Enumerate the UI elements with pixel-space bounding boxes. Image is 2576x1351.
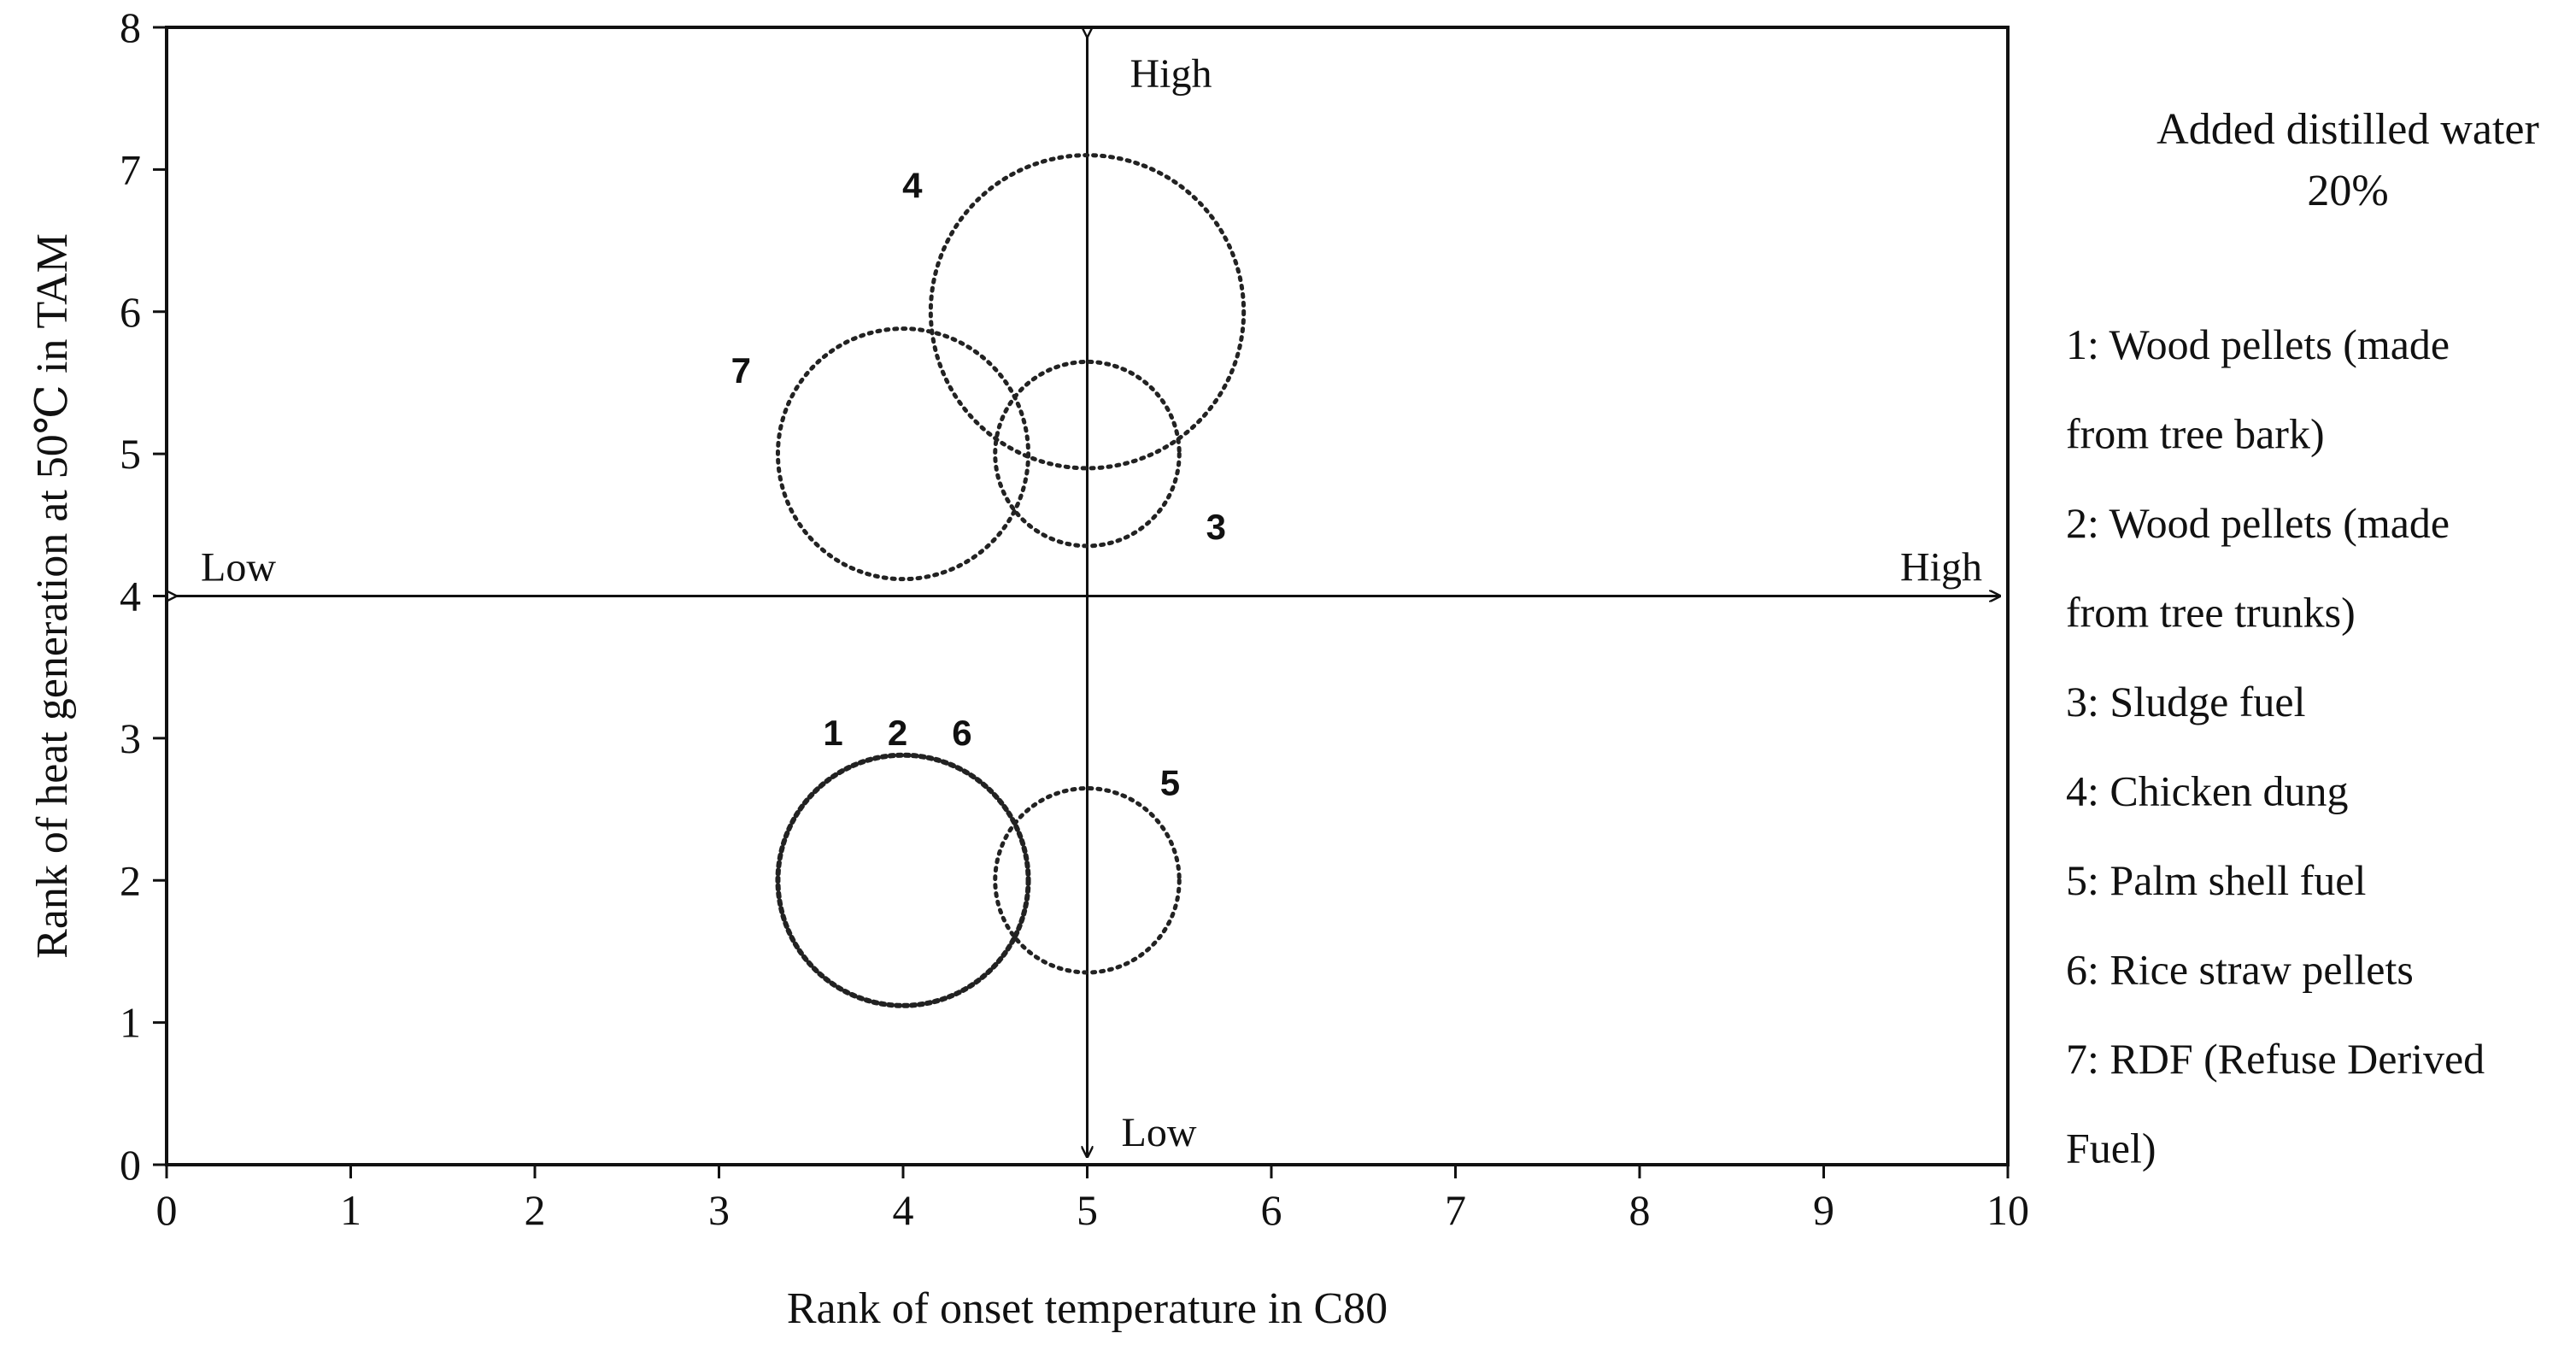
y-axis-title: Rank of heat generation at 50℃ in TAM (28, 233, 77, 959)
y-tick-label: 5 (120, 430, 141, 478)
y-tick-label: 6 (120, 288, 141, 336)
x-tick-label: 10 (1986, 1186, 2029, 1234)
legend-entry-line: 5: Palm shell fuel (2066, 856, 2366, 904)
legend-entry-line: from tree trunks) (2066, 589, 2356, 637)
x-tick-label: 6 (1261, 1186, 1282, 1234)
x-tick-label: 4 (893, 1186, 914, 1234)
x-tick-label: 1 (340, 1186, 361, 1234)
y-tick-label: 0 (120, 1141, 141, 1189)
point-label-2: 2 (888, 713, 907, 753)
point-label-7: 7 (731, 350, 751, 391)
y-low-label: Low (1122, 1110, 1197, 1155)
x-tick-label: 0 (156, 1186, 178, 1234)
y-tick-label: 1 (120, 999, 141, 1047)
point-label-4: 4 (902, 166, 923, 206)
x-low-label: Low (201, 545, 276, 590)
y-tick-label: 2 (120, 856, 141, 904)
legend-entry-line: from tree bark) (2066, 410, 2325, 458)
legend-title-line: Added distilled water (2156, 105, 2539, 154)
y-tick-label: 4 (120, 573, 141, 620)
x-tick-label: 7 (1445, 1186, 1466, 1234)
y-tick-label: 3 (120, 714, 141, 762)
y-high-label: High (1130, 51, 1212, 97)
group-circle-c7 (775, 326, 1031, 582)
group-circle-c3 (993, 359, 1182, 549)
legend-title-line: 20% (2307, 167, 2388, 215)
legend-entry-line: 6: Rice straw pellets (2066, 946, 2414, 994)
point-label-6: 6 (952, 713, 971, 753)
x-tick-label: 8 (1629, 1186, 1651, 1234)
point-label-1: 1 (823, 713, 842, 753)
point-label-5: 5 (1160, 762, 1180, 802)
legend-entry-line: 3: Sludge fuel (2066, 678, 2306, 725)
group-circle-c126 (775, 752, 1031, 1008)
group-circle-c5 (993, 786, 1182, 975)
y-tick-label: 7 (120, 145, 141, 193)
legend-entry-line: Fuel) (2066, 1125, 2156, 1172)
y-tick-label: 8 (120, 3, 141, 51)
group-circle-c4 (928, 153, 1247, 471)
x-tick-label: 5 (1077, 1186, 1098, 1234)
legend-entry-line: 7: RDF (Refuse Derived (2066, 1035, 2485, 1083)
legend-entry-line: 4: Chicken dung (2066, 767, 2349, 815)
legend-entry-line: 2: Wood pellets (made (2066, 499, 2450, 547)
x-tick-label: 9 (1813, 1186, 1834, 1234)
x-axis-title: Rank of onset temperature in C80 (787, 1284, 1388, 1333)
legend-entry-line: 1: Wood pellets (made (2066, 320, 2450, 368)
x-high-label: High (1900, 545, 1982, 590)
x-tick-label: 2 (525, 1186, 546, 1234)
point-label-3: 3 (1206, 507, 1226, 547)
x-tick-label: 3 (708, 1186, 730, 1234)
